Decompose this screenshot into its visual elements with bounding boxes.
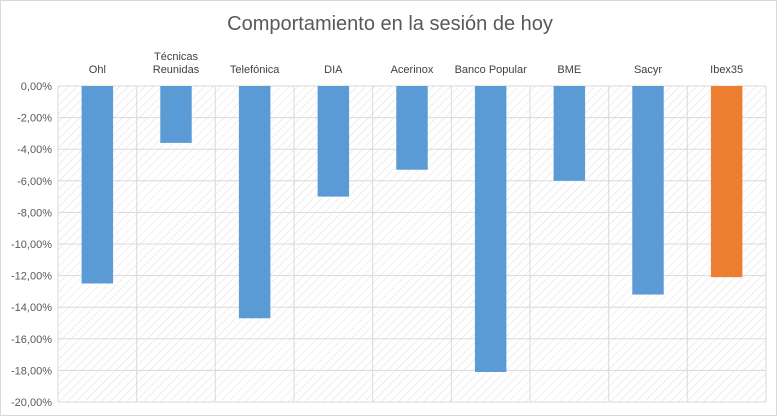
category-label-line: Ohl <box>89 64 106 76</box>
category-label: BME <box>557 64 581 76</box>
category-label: Acerinox <box>391 64 434 76</box>
category-label: Ohl <box>89 64 106 76</box>
bar-0 <box>81 86 114 284</box>
category-label-line: Sacyr <box>634 64 662 76</box>
bar-6 <box>553 86 586 181</box>
category-label: Sacyr <box>634 64 662 76</box>
category-label: DIA <box>324 64 343 76</box>
y-tick-label: -18,00% <box>11 365 52 377</box>
y-tick-label: -6,00% <box>17 176 52 188</box>
category-label: Telefónica <box>230 64 280 76</box>
category-label-line: Técnicas <box>154 51 199 63</box>
bar-3 <box>317 86 350 197</box>
y-tick-label: -20,00% <box>11 397 52 409</box>
y-tick-label: -2,00% <box>17 113 52 125</box>
category-label-line: Banco Popular <box>455 64 527 76</box>
bar-8 <box>710 86 743 278</box>
category-label: Banco Popular <box>455 64 527 76</box>
category-label-line: Telefónica <box>230 64 280 76</box>
category-label-line: DIA <box>324 64 343 76</box>
bar-2 <box>238 86 271 319</box>
y-tick-label: -16,00% <box>11 334 52 346</box>
y-tick-label: 0,00% <box>21 81 52 93</box>
y-tick-label: -8,00% <box>17 207 52 219</box>
category-label: Técnicas Reunidas <box>153 51 200 76</box>
bar-5 <box>474 86 507 372</box>
y-tick-label: -14,00% <box>11 302 52 314</box>
bar-7 <box>632 86 664 295</box>
category-label: Ibex35 <box>710 64 743 76</box>
chart-title: Comportamiento en la sesión de hoy <box>227 13 553 35</box>
y-tick-label: -12,00% <box>11 271 52 283</box>
y-tick-label: -4,00% <box>17 144 52 156</box>
bar-1 <box>160 86 192 143</box>
bar-4 <box>396 86 428 170</box>
category-label-line: Acerinox <box>391 64 434 76</box>
category-label-line: Ibex35 <box>710 64 743 76</box>
category-label-line: Reunidas <box>153 64 200 76</box>
y-tick-label: -10,00% <box>11 239 52 251</box>
category-label-line: BME <box>557 64 581 76</box>
